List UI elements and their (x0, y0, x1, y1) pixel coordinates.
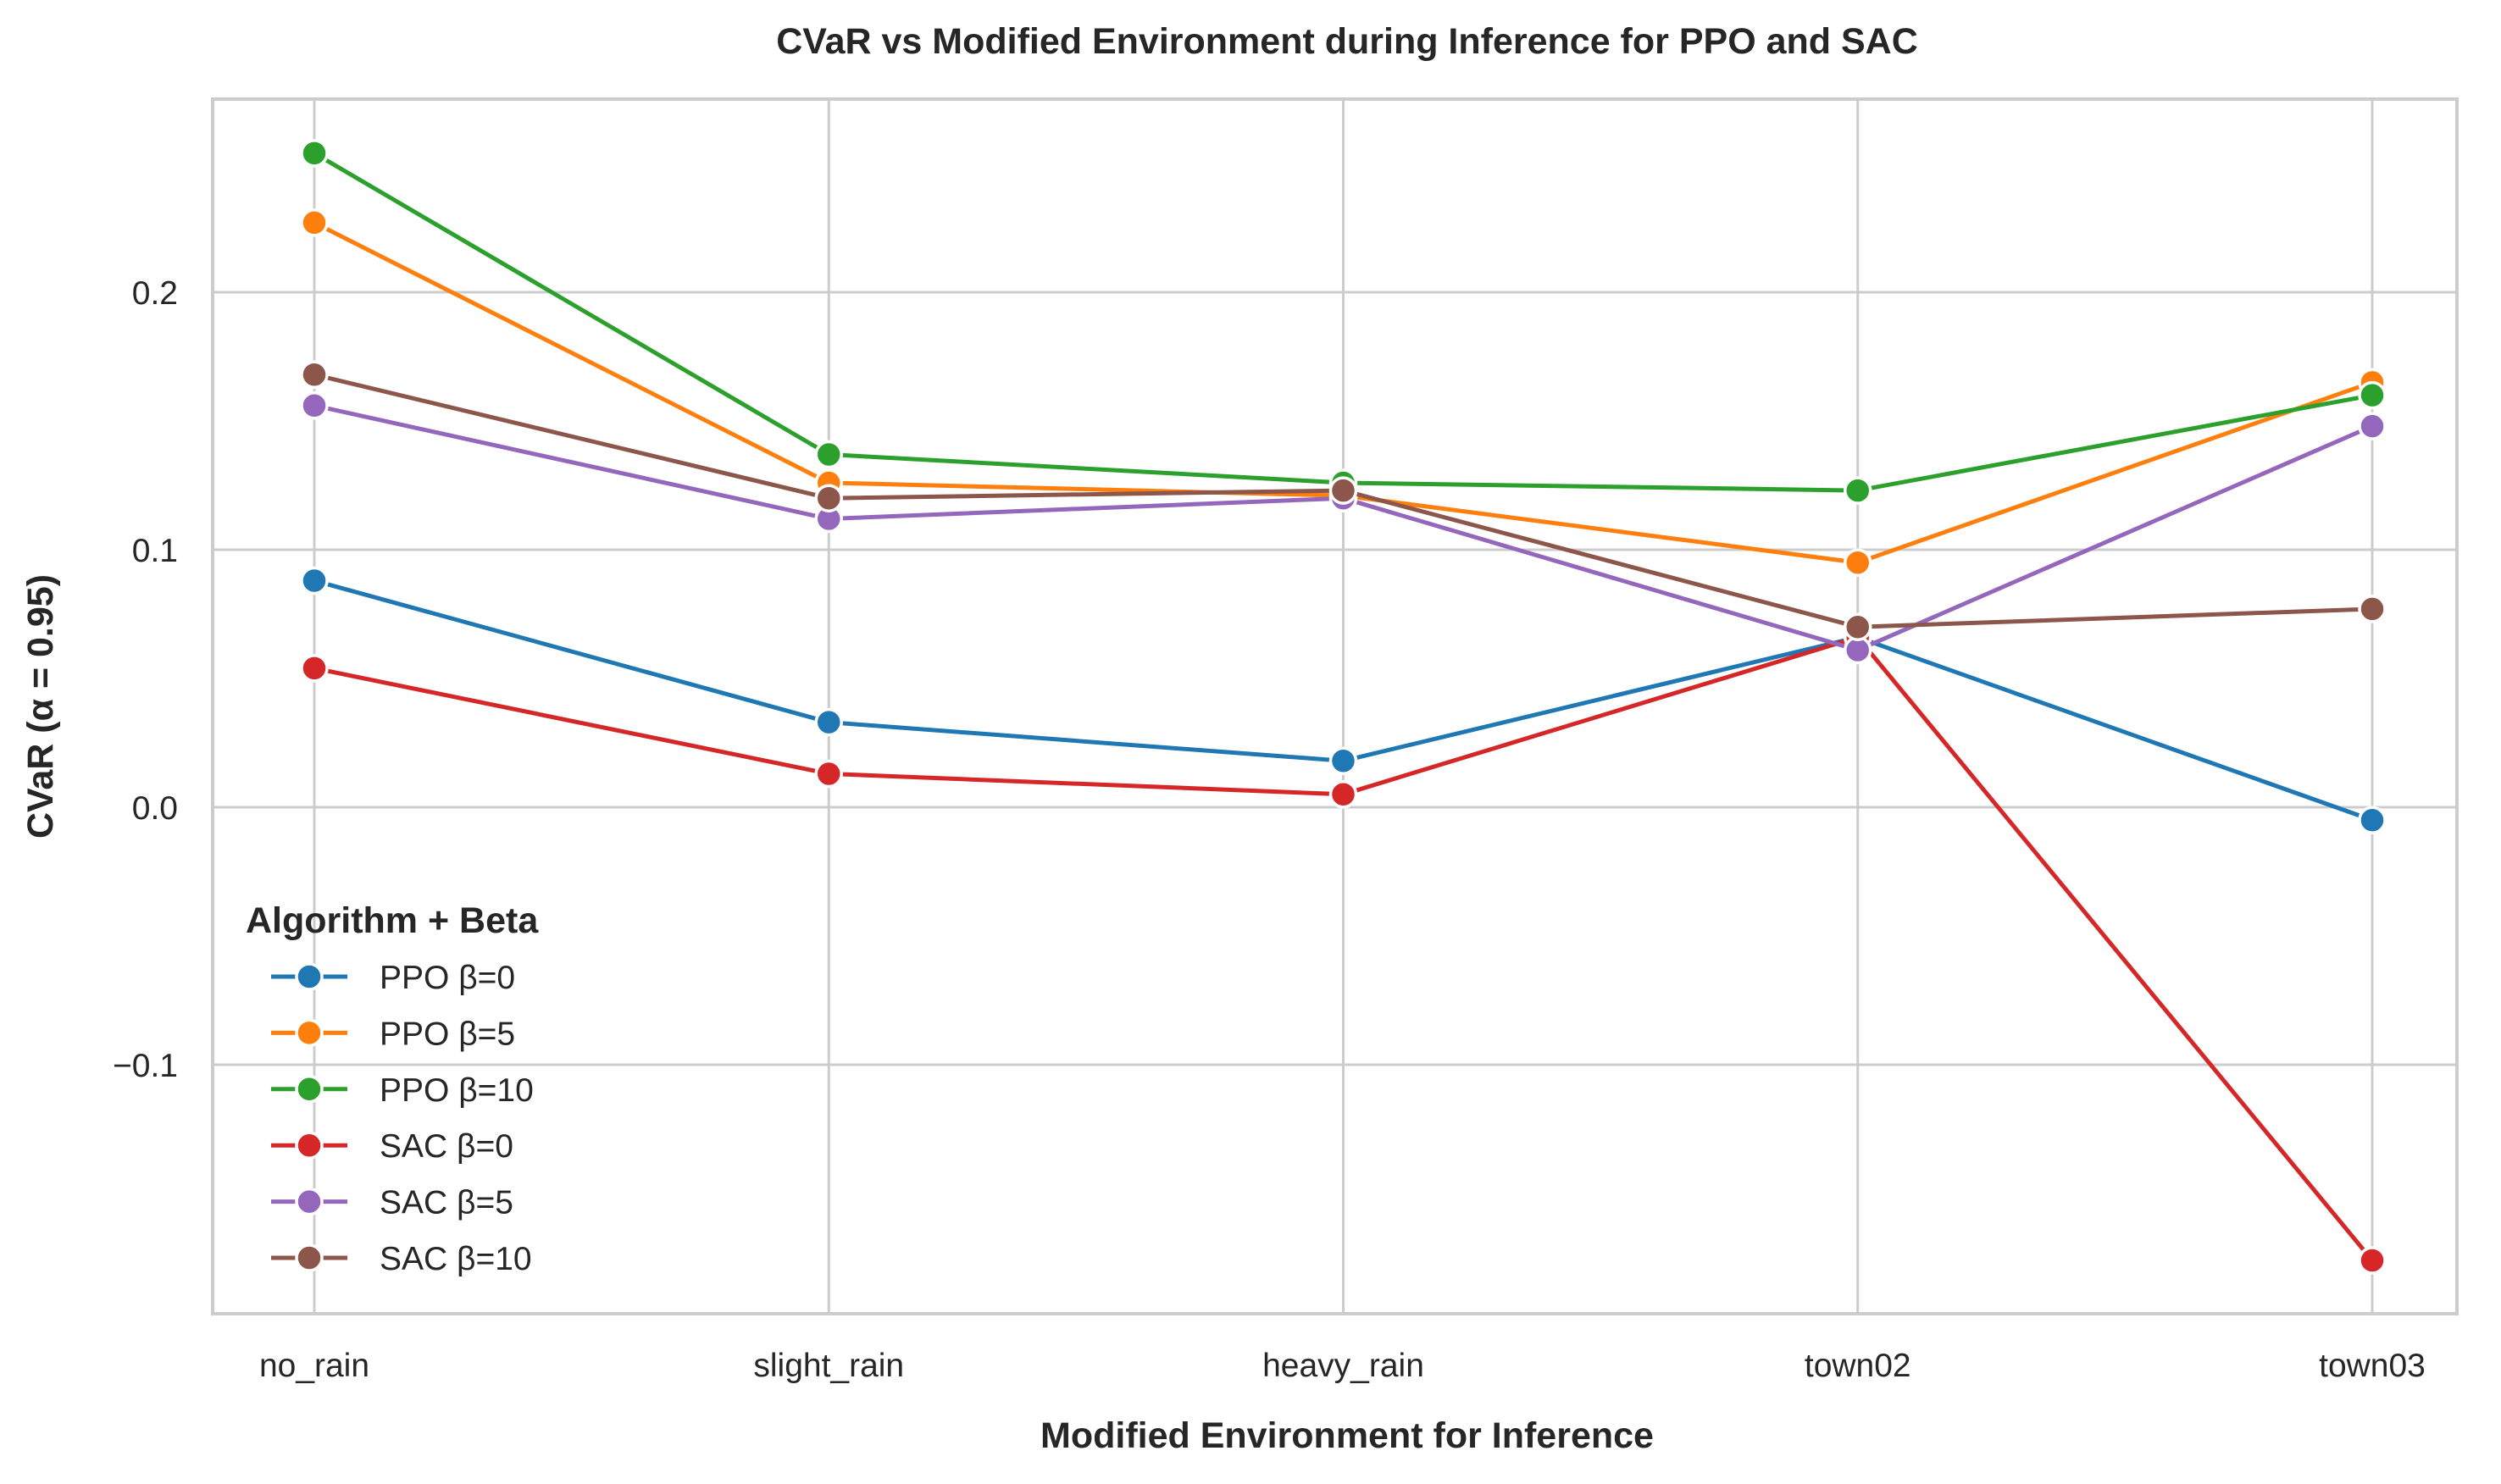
legend-swatch-marker (295, 1131, 324, 1160)
data-point (300, 139, 329, 168)
series-layer (300, 139, 2387, 1275)
legend-swatch-marker (295, 1243, 324, 1272)
legend-label: SAC β=10 (380, 1241, 532, 1277)
legend-item: SAC β=0 (271, 1128, 513, 1165)
data-point (300, 391, 329, 420)
legend-label: PPO β=10 (380, 1072, 534, 1109)
legend-item: SAC β=10 (271, 1241, 532, 1277)
legend-label: PPO β=0 (380, 960, 515, 996)
data-point (1328, 746, 1358, 776)
data-point (1328, 780, 1358, 809)
y-axis-label: CVaR (α = 0.95) (20, 574, 61, 839)
legend-item: SAC β=5 (271, 1185, 513, 1221)
data-point (814, 759, 843, 789)
data-point (814, 484, 843, 512)
data-point (300, 566, 329, 595)
data-point (300, 208, 329, 237)
legend-item: PPO β=0 (271, 960, 515, 996)
data-point (2358, 595, 2387, 623)
x-tick-label: town02 (1805, 1348, 1911, 1384)
x-tick-label: town03 (2319, 1348, 2426, 1384)
legend-swatch-marker (295, 962, 324, 991)
data-point (2358, 806, 2387, 834)
data-point (2358, 1246, 2387, 1275)
tick-layer: no_rain slight_rain heavy_rain town02 town03… (113, 275, 2426, 1384)
data-point (2358, 380, 2387, 410)
legend-swatch-marker (295, 1187, 324, 1216)
series-group (300, 360, 2387, 641)
legend-label: SAC β=5 (380, 1185, 513, 1221)
y-tick-label: 0.2 (132, 275, 178, 312)
data-point (1328, 476, 1358, 505)
legend-title: Algorithm + Beta (246, 900, 539, 941)
legend-item: PPO β=10 (271, 1072, 534, 1109)
legend-label: SAC β=0 (380, 1128, 513, 1165)
data-point (1844, 548, 1872, 577)
data-point (814, 707, 843, 737)
legend: Algorithm + Beta PPO β=0 PPO β=5 PPO β=10 S… (246, 900, 539, 1277)
y-tick-label: 0.1 (132, 533, 178, 569)
y-tick-label: −0.1 (113, 1048, 178, 1084)
x-tick-label: heavy_rain (1262, 1348, 1424, 1384)
legend-label: PPO β=5 (380, 1016, 515, 1052)
data-point (2358, 412, 2387, 440)
grid-layer (213, 99, 2457, 1314)
legend-swatch-marker (295, 1018, 324, 1048)
series-group (300, 623, 2387, 1275)
data-point (1844, 635, 1872, 665)
x-tick-label: no_rain (259, 1348, 369, 1384)
data-point (1844, 476, 1872, 505)
legend-swatch-marker (295, 1075, 324, 1104)
x-tick-label: slight_rain (753, 1348, 904, 1384)
legend-item: PPO β=5 (271, 1016, 515, 1052)
plot-frame (211, 97, 2459, 1315)
x-axis-label: Modified Environment for Inference (1040, 1415, 1654, 1456)
data-point (1844, 612, 1872, 641)
chart-title: CVaR vs Modified Environment during Infe… (776, 21, 1918, 62)
data-point (300, 360, 329, 390)
y-tick-label: 0.0 (132, 790, 178, 827)
data-point (300, 654, 329, 683)
data-point (814, 440, 843, 469)
